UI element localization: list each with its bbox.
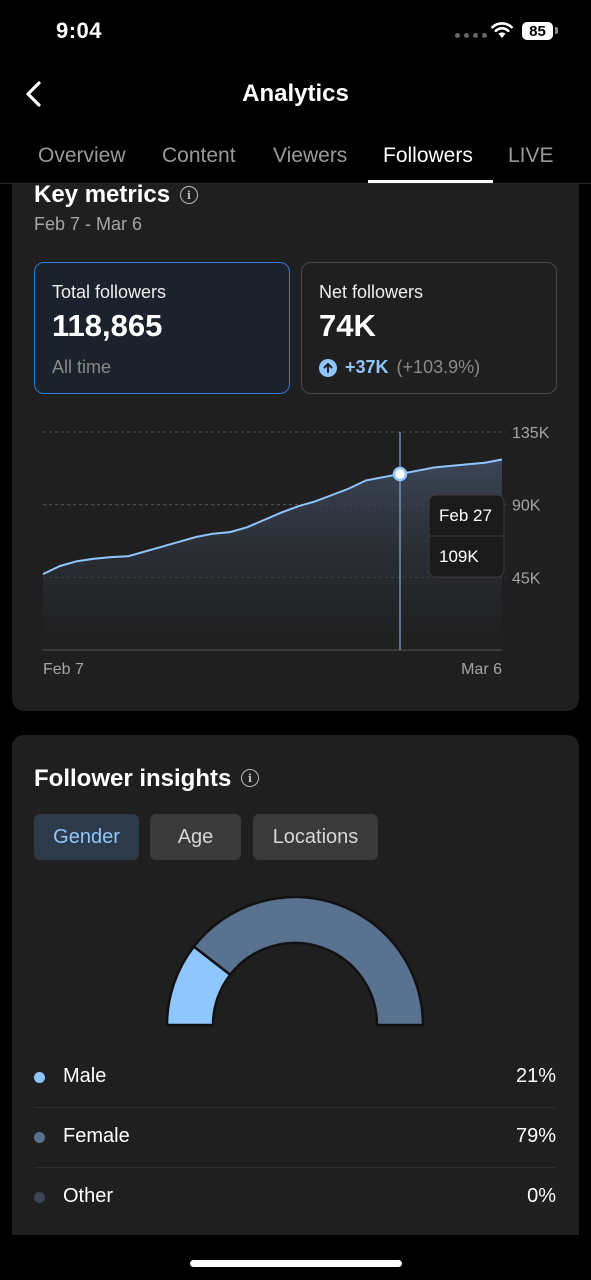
tab-live[interactable]: LIVE (508, 144, 554, 167)
net-followers-label: Net followers (319, 282, 424, 302)
legend-value-other: 0% (527, 1185, 556, 1207)
tab-viewers[interactable]: Viewers (273, 144, 348, 167)
legend-value-female: 79% (515, 1125, 556, 1147)
net-followers-change: +37K (+103.9%) (319, 357, 480, 378)
battery-level: 85 (529, 22, 546, 40)
battery-tip (555, 27, 558, 34)
filter-gender[interactable]: Gender (34, 814, 139, 860)
net-delta: +37K (345, 357, 389, 377)
tab-followers[interactable]: Followers (383, 144, 473, 167)
net-delta-pct: (+103.9%) (396, 357, 481, 377)
gender-half-donut-chart (165, 895, 425, 1027)
wifi-icon (491, 22, 513, 38)
legend-label-other: Other (63, 1185, 114, 1207)
legend-dot-female (34, 1132, 45, 1143)
legend-label-female: Female (63, 1125, 130, 1147)
chart-line (42, 458, 503, 576)
filter-age[interactable]: Age (150, 814, 241, 860)
net-followers-card[interactable]: Net followers 74K +37K (+103.9%) (301, 262, 557, 394)
tab-content[interactable]: Content (162, 144, 236, 167)
battery-icon: 85 (522, 22, 553, 40)
y-tick-label: 90K (512, 498, 541, 515)
chart-area (43, 459, 502, 650)
net-followers-value: 74K (319, 308, 376, 343)
legend-row-other: Other 0% (34, 1168, 556, 1228)
follower-insights-title: Follower insights (34, 765, 232, 792)
x-axis-end-label: Mar 6 (461, 661, 502, 678)
y-tick-label: 135K (512, 425, 550, 442)
page-title: Analytics (242, 80, 349, 107)
tooltip-date: Feb 27 (439, 506, 492, 525)
tab-overview[interactable]: Overview (38, 144, 126, 167)
back-arrow-icon[interactable] (20, 78, 50, 110)
filter-locations[interactable]: Locations (253, 814, 378, 860)
key-metrics-title: Key metrics (34, 181, 171, 208)
info-icon[interactable]: i (241, 769, 259, 787)
legend-label-male: Male (63, 1065, 107, 1087)
total-followers-label: Total followers (52, 282, 167, 302)
tab-bar: Overview Content Viewers Followers LIVE (0, 140, 591, 184)
active-tab-indicator (368, 180, 493, 183)
signal-icon (455, 33, 487, 38)
tabs-divider (0, 183, 591, 184)
legend-row-female: Female 79% (34, 1108, 556, 1168)
chart-cursor-dot[interactable] (392, 466, 408, 482)
chart-tooltip: Feb 27 109K (428, 494, 505, 578)
x-axis-start-label: Feb 7 (43, 661, 84, 678)
legend-divider (34, 1107, 556, 1108)
legend-value-male: 21% (515, 1065, 556, 1087)
status-time: 9:04 (56, 18, 103, 43)
tooltip-value: 109K (439, 547, 479, 566)
arrow-up-icon (319, 358, 337, 377)
date-range: Feb 7 - Mar 6 (34, 214, 143, 234)
followers-chart[interactable]: Feb 27 109K 135K 90K 45K Feb 7 Mar 6 (0, 420, 591, 690)
info-icon[interactable]: i (180, 186, 198, 204)
legend-dot-other (34, 1192, 45, 1203)
y-tick-label: 45K (512, 570, 541, 587)
total-followers-value: 118,865 (52, 308, 163, 343)
total-followers-card[interactable]: Total followers 118,865 All time (34, 262, 290, 394)
legend-row-male: Male 21% (34, 1048, 556, 1108)
legend-dot-male (34, 1072, 45, 1083)
legend-divider (34, 1167, 556, 1168)
donut-segment-female[interactable] (192, 895, 425, 1027)
home-indicator[interactable] (190, 1260, 402, 1267)
total-followers-sub: All time (52, 357, 112, 377)
